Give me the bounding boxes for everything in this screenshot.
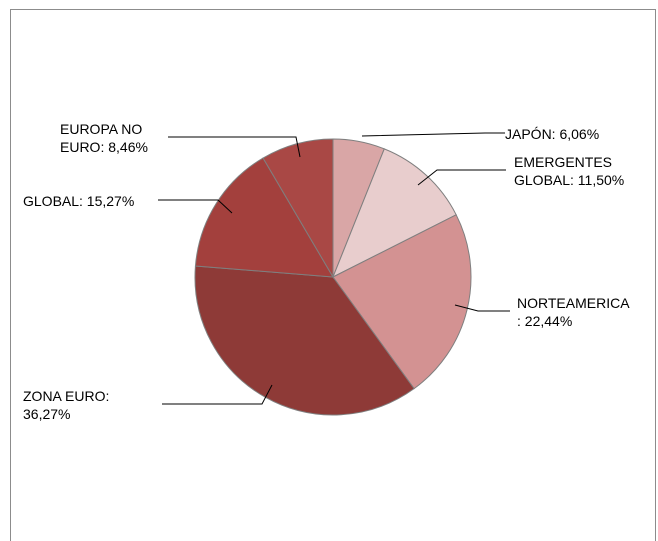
- slice-label: NORTEAMERICA : 22,44%: [517, 295, 630, 329]
- pie-slice: [332, 148, 457, 279]
- pie-slices: [194, 138, 472, 416]
- leader-line: [168, 136, 301, 158]
- leader-line: [158, 199, 233, 214]
- leader-line: [361, 132, 505, 137]
- pie-slice: [194, 157, 334, 278]
- leader-line: [417, 169, 506, 186]
- slice-label-line: EUROPA NO: [60, 121, 142, 137]
- slice-label-line: ZONA EURO:: [23, 388, 109, 404]
- slice-label: GLOBAL: 15,27%: [23, 193, 134, 209]
- slice-label-line: EURO: 8,46%: [60, 139, 148, 155]
- leader-line: [162, 384, 273, 405]
- slice-label-line: 36,27%: [23, 406, 70, 422]
- chart-frame: [10, 9, 656, 541]
- slice-label: ZONA EURO: 36,27%: [23, 388, 109, 422]
- slice-label: EMERGENTES GLOBAL: 11,50%: [514, 154, 624, 188]
- slice-labels: JAPÓN: 6,06% EMERGENTES GLOBAL: 11,50% NORT…: [23, 121, 630, 422]
- slice-label-line: GLOBAL: 11,50%: [514, 172, 624, 188]
- slice-label: EUROPA NO EURO: 8,46%: [60, 121, 148, 155]
- leader-lines: [158, 132, 510, 405]
- pie-slice: [262, 138, 334, 279]
- leader-line: [454, 304, 510, 312]
- slice-label-line: NORTEAMERICA: [517, 295, 630, 311]
- slice-label-line: : 22,44%: [517, 313, 572, 329]
- slice-label-line: EMERGENTES: [514, 154, 612, 170]
- slice-label-line: GLOBAL: 15,27%: [23, 193, 134, 209]
- pie-slice: [332, 214, 472, 390]
- slice-label: JAPÓN: 6,06%: [505, 126, 599, 142]
- slice-label-line: JAPÓN: 6,06%: [505, 126, 599, 142]
